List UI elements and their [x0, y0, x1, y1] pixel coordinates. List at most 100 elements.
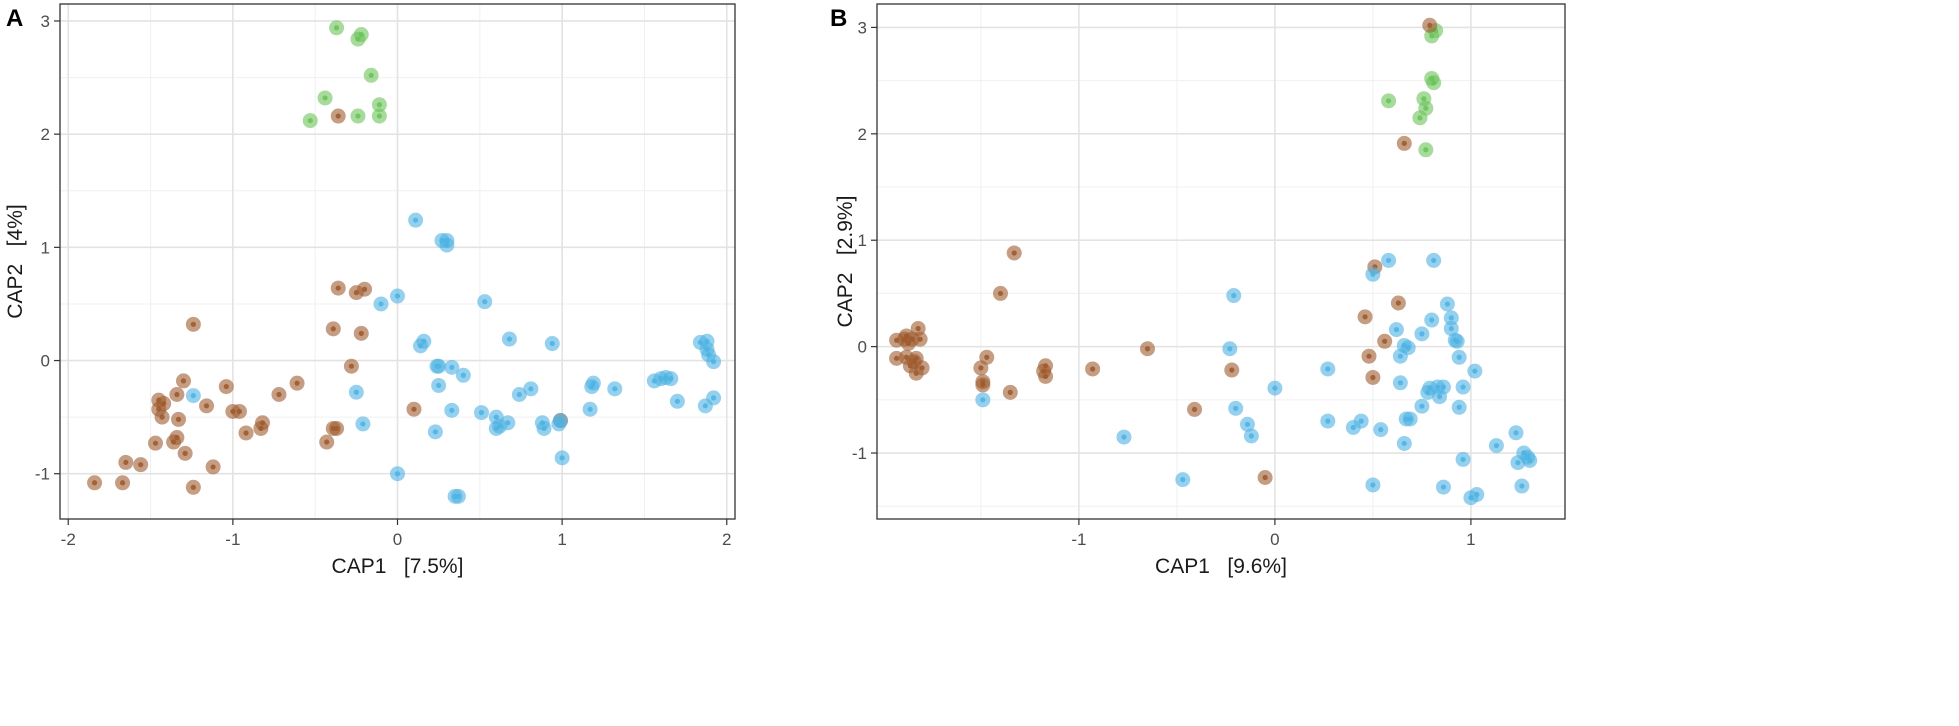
point-brown [1361, 348, 1377, 364]
point-core [1421, 96, 1427, 102]
y-tick-label: 0 [41, 352, 50, 371]
point-core [1436, 394, 1443, 400]
point-brown [1187, 401, 1203, 417]
point-core [258, 425, 264, 432]
point-core [980, 382, 986, 388]
point-brown [185, 479, 201, 495]
y-tick-label: 0 [858, 338, 867, 357]
point-brown [343, 358, 359, 374]
point-core [1325, 366, 1331, 372]
point-blue [1424, 312, 1440, 328]
point-blue [582, 401, 598, 417]
point-core [1397, 353, 1403, 359]
y-tick-label: 1 [858, 231, 867, 250]
point-blue [185, 388, 201, 404]
point-core [1527, 457, 1533, 464]
point-core [506, 336, 513, 342]
point-green [363, 67, 379, 83]
point-core [1423, 105, 1429, 111]
panel-A: -2 -1 0 1 2 -1 0 1 2 3 CAP1 [7.5%] CAP2 [4%] A [4, 3, 736, 578]
point-core [335, 113, 341, 119]
point-blue [1226, 288, 1242, 304]
point-core [997, 290, 1004, 297]
point-core [1378, 427, 1384, 433]
point-blue [355, 416, 371, 432]
point-core [276, 391, 282, 398]
point-brown [289, 375, 305, 391]
point-core [1405, 345, 1411, 351]
point-core [330, 326, 336, 332]
point-brown [357, 281, 373, 297]
point-core [243, 430, 249, 436]
point-brown [406, 401, 422, 417]
point-core [1444, 301, 1450, 307]
point-blue [663, 371, 679, 387]
point-core [322, 95, 328, 101]
point-core [1358, 418, 1364, 424]
point-green [371, 108, 387, 124]
point-core [1419, 331, 1425, 337]
point-core [1229, 367, 1235, 373]
point-core [710, 395, 717, 401]
point-core [1042, 373, 1049, 380]
point-core [1262, 474, 1268, 481]
panel-border [59, 3, 736, 520]
point-brown [238, 425, 254, 441]
point-core [353, 389, 359, 395]
point-blue [450, 488, 466, 504]
y-tick-label: 2 [41, 125, 50, 144]
point-core [307, 117, 313, 124]
point-blue [408, 212, 424, 228]
point-core [348, 363, 355, 369]
point-core [1431, 257, 1437, 264]
point-blue [511, 386, 527, 402]
point-blue [1239, 416, 1255, 432]
point-brown [253, 420, 269, 436]
point-core [1519, 483, 1525, 489]
series-brown [889, 17, 1438, 486]
point-blue [390, 466, 405, 482]
point-core [516, 391, 522, 398]
point-core [1180, 477, 1186, 483]
point-core [1227, 346, 1233, 352]
point-core [1493, 442, 1499, 449]
point-blue [706, 354, 722, 370]
point-blue [1373, 422, 1389, 438]
point-core [915, 325, 921, 332]
point-blue [501, 331, 517, 347]
point-core [917, 336, 923, 342]
point-blue [1353, 413, 1369, 429]
point-green [1412, 110, 1428, 126]
point-blue [444, 402, 460, 418]
point-core [1370, 482, 1376, 488]
point-core [919, 365, 925, 371]
point-blue [1175, 472, 1191, 488]
point-brown [319, 434, 335, 450]
point-core [549, 340, 555, 347]
point-brown [171, 411, 187, 427]
point-brown [118, 454, 134, 470]
point-blue [1402, 411, 1418, 427]
point-brown [330, 108, 346, 124]
point-core [1448, 325, 1454, 332]
point-brown [1357, 309, 1373, 325]
point-blue [975, 392, 991, 408]
point-core [1090, 366, 1096, 372]
point-brown [914, 360, 930, 376]
point-core [505, 420, 511, 426]
point-core [528, 386, 534, 392]
point-core [1454, 338, 1460, 344]
point-core [1231, 292, 1237, 299]
point-blue [473, 405, 489, 421]
point-blue [554, 450, 570, 466]
point-core [674, 398, 680, 404]
y-axis-label: CAP2 [2.9%] [834, 196, 857, 328]
point-green [329, 20, 345, 36]
point-core [1370, 271, 1376, 277]
point-blue [1443, 310, 1459, 326]
point-core [1456, 404, 1462, 410]
x-axis-label: CAP1 [9.6%] [1155, 555, 1287, 578]
point-blue [431, 377, 447, 393]
point-core [556, 421, 562, 427]
point-core [1474, 491, 1480, 498]
